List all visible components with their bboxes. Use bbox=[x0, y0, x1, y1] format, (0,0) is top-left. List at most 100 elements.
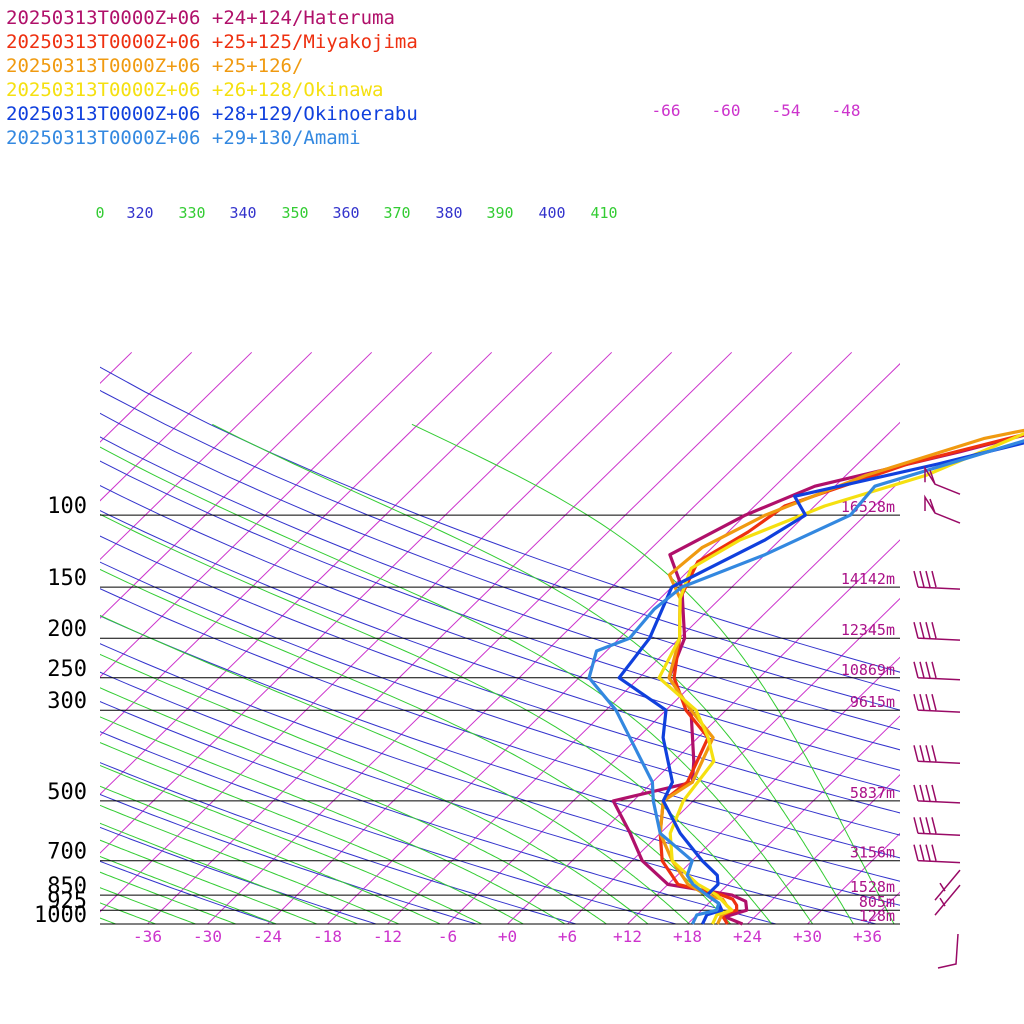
x-tick-label: +0 bbox=[498, 927, 517, 946]
moist-adiabat-line bbox=[100, 902, 157, 924]
theta-label: 390 bbox=[486, 204, 513, 222]
legend-entry-4: 20250313T0000Z+06 +26+128/Okinawa bbox=[6, 79, 384, 101]
wind-barbs bbox=[913, 465, 961, 969]
wind-barb bbox=[913, 570, 961, 590]
pressure-label: 700 bbox=[47, 840, 87, 865]
wind-barb bbox=[924, 465, 961, 495]
dry-adiabat-line bbox=[100, 484, 900, 771]
top-tick-label: -60 bbox=[712, 101, 741, 120]
moist-adiabat-line bbox=[411, 423, 895, 924]
isotherm-line bbox=[0, 352, 12, 932]
isotherm-line bbox=[100, 351, 493, 737]
series-line-3 bbox=[658, 428, 1024, 925]
series-line-6 bbox=[587, 439, 1024, 925]
moist-adiabat-line bbox=[100, 614, 691, 924]
wind-barb bbox=[924, 494, 961, 524]
dry-adiabat-line bbox=[100, 700, 778, 924]
isotherm-line bbox=[386, 421, 900, 924]
dry-adiabat-line bbox=[100, 671, 879, 924]
moist-adiabat-line bbox=[100, 687, 608, 924]
isotherm-line bbox=[626, 656, 900, 924]
top-tick-label: -54 bbox=[772, 101, 801, 120]
wind-barb bbox=[913, 693, 961, 713]
moist-adiabat-line bbox=[100, 785, 442, 924]
pressure-label: 100 bbox=[47, 494, 87, 519]
height-label: 9615m bbox=[850, 693, 895, 711]
pressure-label: 300 bbox=[47, 689, 87, 714]
wind-barb bbox=[913, 621, 961, 641]
isobar-lines bbox=[100, 514, 900, 925]
pressure-label: 925 bbox=[47, 889, 87, 914]
sounding-profiles bbox=[587, 428, 1024, 926]
dry-adiabat-line bbox=[100, 510, 900, 792]
isotherm-line bbox=[100, 351, 373, 619]
legend-entry-6: 20250313T0000Z+06 +29+130/Amami bbox=[6, 127, 361, 149]
isotherm-line bbox=[100, 351, 313, 561]
height-label: 5837m bbox=[850, 784, 895, 802]
dry-adiabat-line bbox=[100, 588, 900, 859]
dry-adiabat-line bbox=[100, 535, 900, 814]
series-line-5 bbox=[617, 441, 1024, 925]
dry-adiabat-line bbox=[100, 643, 900, 906]
theta-label: 0 bbox=[95, 204, 104, 222]
legend-entry-5: 20250313T0000Z+06 +28+129/Okinoerabu bbox=[6, 103, 418, 125]
moist-adiabat-line bbox=[100, 871, 238, 924]
moist-adiabat-line bbox=[100, 839, 319, 924]
wind-barb bbox=[913, 784, 961, 804]
legend: 20250313T0000Z+06 +24+124/Hateruma202503… bbox=[6, 7, 418, 149]
isotherm-line bbox=[566, 597, 900, 924]
x-tick-label: +30 bbox=[793, 927, 822, 946]
legend-entry-1: 20250313T0000Z+06 +24+124/Hateruma bbox=[6, 7, 395, 29]
x-tick-label: -18 bbox=[313, 927, 342, 946]
x-tick-label: +12 bbox=[613, 927, 642, 946]
theta-label: 320 bbox=[126, 204, 153, 222]
theta-label: 350 bbox=[281, 204, 308, 222]
moist-adiabat-line bbox=[100, 764, 483, 924]
moist-adiabat-line bbox=[100, 887, 197, 924]
x-tick-label: -30 bbox=[193, 927, 222, 946]
dry-adiabat-line bbox=[100, 860, 278, 924]
x-tick-label: -24 bbox=[253, 927, 282, 946]
moist-adiabat-line bbox=[100, 653, 649, 924]
isotherm-line bbox=[446, 480, 900, 924]
wind-barb bbox=[913, 844, 961, 864]
pressure-label: 250 bbox=[47, 657, 87, 682]
height-label: 3156m bbox=[850, 844, 895, 862]
moist-adiabat-line bbox=[100, 446, 814, 924]
axis-labels: 100 16528m 150 14142m 200 12345m 250 10869m 300 9… bbox=[34, 101, 895, 946]
moist-adiabat-line bbox=[100, 568, 732, 924]
theta-label: 340 bbox=[229, 204, 256, 222]
pressure-label: 150 bbox=[47, 566, 87, 591]
isotherm-line bbox=[506, 539, 900, 924]
wind-barb bbox=[937, 933, 959, 969]
top-tick-label: -48 bbox=[832, 101, 861, 120]
isotherm-line bbox=[100, 351, 613, 854]
height-label: 10869m bbox=[841, 661, 895, 679]
legend-entry-2: 20250313T0000Z+06 +25+125/Miyakojima bbox=[6, 31, 418, 53]
moist-adiabat-line bbox=[100, 855, 278, 924]
isotherm-line bbox=[746, 774, 900, 924]
dry-adiabat-line bbox=[100, 731, 678, 924]
moist-adiabat-line bbox=[100, 716, 566, 924]
wind-barb bbox=[913, 745, 961, 765]
theta-label: 360 bbox=[332, 204, 359, 222]
height-label: 16528m bbox=[841, 498, 895, 516]
theta-label: 330 bbox=[178, 204, 205, 222]
dry-adiabat-line bbox=[100, 561, 900, 836]
legend-entry-3: 20250313T0000Z+06 +25+126/ bbox=[6, 55, 303, 77]
x-tick-label: +24 bbox=[733, 927, 762, 946]
pressure-label: 1000 bbox=[34, 903, 87, 928]
x-tick-label: -12 bbox=[373, 927, 402, 946]
x-tick-label: +18 bbox=[673, 927, 702, 946]
isotherm-line bbox=[100, 351, 553, 796]
dry-adiabat-line bbox=[100, 366, 900, 673]
height-label: 128m bbox=[859, 907, 895, 925]
moist-adiabat-line bbox=[100, 804, 401, 924]
isotherm-line bbox=[266, 351, 853, 924]
theta-label: 400 bbox=[538, 204, 565, 222]
height-label: 12345m bbox=[841, 621, 895, 639]
dry-adiabat-line bbox=[100, 460, 900, 751]
isotherm-line bbox=[100, 351, 253, 502]
theta-label: 370 bbox=[383, 204, 410, 222]
x-tick-label: +6 bbox=[558, 927, 577, 946]
